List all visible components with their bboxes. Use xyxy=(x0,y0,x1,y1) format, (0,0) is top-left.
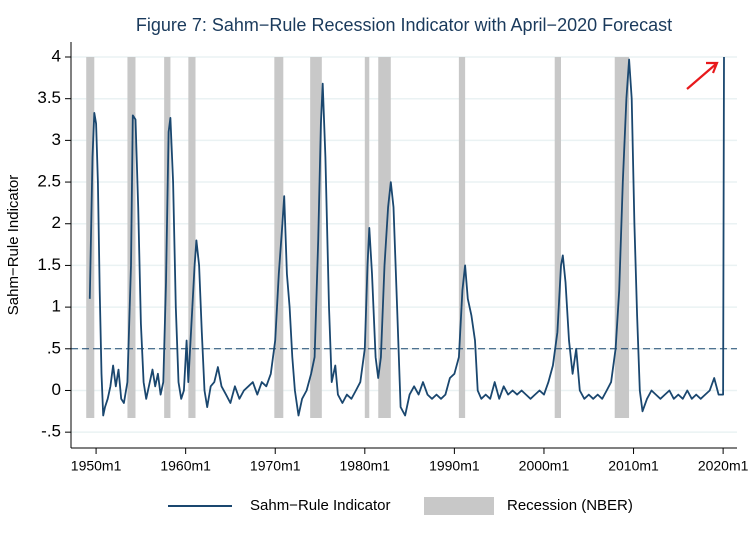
x-tick-label: 2000m1 xyxy=(519,458,570,474)
legend-label: Recession (NBER) xyxy=(507,497,633,514)
y-tick-label: 0 xyxy=(52,380,61,399)
legend-label: Sahm−Rule Indicator xyxy=(250,497,391,514)
recession-band xyxy=(458,57,466,418)
chart-title: Figure 7: Sahm−Rule Recession Indicator … xyxy=(136,15,672,35)
y-tick-label: 3.5 xyxy=(37,88,61,107)
legend-swatch xyxy=(424,497,494,515)
x-tick-label: 2010m1 xyxy=(608,458,659,474)
y-tick-label: 1.5 xyxy=(37,255,61,274)
y-tick-label: 3 xyxy=(52,130,61,149)
recession-band xyxy=(554,57,561,418)
recession-band xyxy=(274,57,284,418)
x-tick-label: 2020m1 xyxy=(698,458,749,474)
y-axis-label: Sahm−Rule Indicator xyxy=(5,175,22,316)
annotation-arrow xyxy=(686,61,719,90)
y-tick-label: -.5 xyxy=(41,422,61,441)
recession-band xyxy=(614,57,630,418)
recession-band xyxy=(310,57,322,418)
line-series xyxy=(88,56,725,417)
recession-band xyxy=(364,57,370,418)
x-tick-label: 1980m1 xyxy=(340,458,391,474)
y-tick-label: 2.5 xyxy=(37,172,61,191)
y-tick-label: 4 xyxy=(52,46,61,65)
x-tick-label: 1950m1 xyxy=(71,458,122,474)
x-tick-label: 1960m1 xyxy=(160,458,211,474)
y-tick-label: .5 xyxy=(47,338,61,357)
x-tick-label: 1990m1 xyxy=(429,458,480,474)
recession-band xyxy=(188,57,196,418)
legend: Sahm−Rule Indicator Recession (NBER) xyxy=(168,497,633,515)
x-tick-label: 1970m1 xyxy=(250,458,301,474)
y-tick-label: 2 xyxy=(52,213,61,232)
y-tick-label: 1 xyxy=(52,297,61,316)
